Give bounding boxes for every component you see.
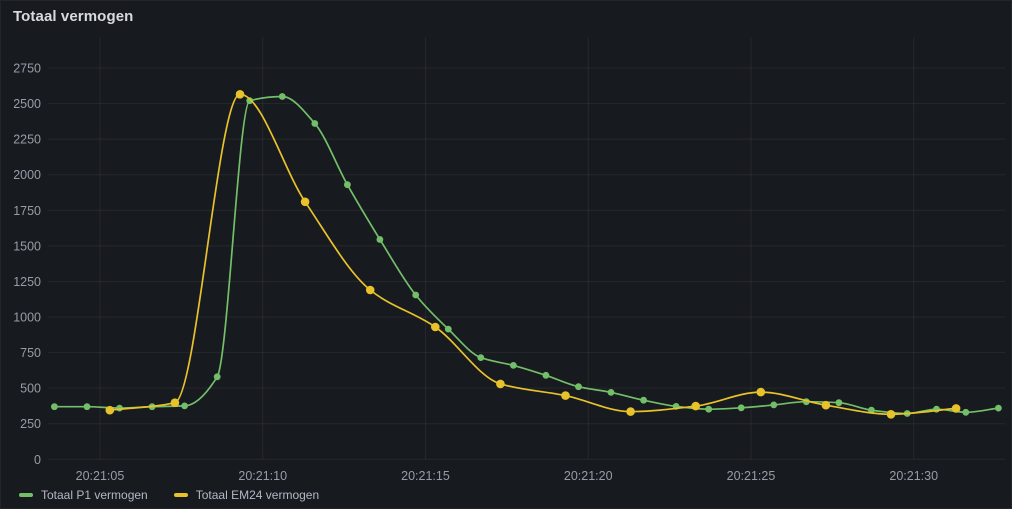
- data-point-em24[interactable]: [365, 285, 375, 295]
- data-point-em24[interactable]: [756, 387, 766, 397]
- data-point-p1[interactable]: [51, 403, 58, 411]
- y-tick-label: 750: [20, 346, 41, 360]
- x-tick-label: 20:21:15: [401, 469, 450, 483]
- data-point-p1[interactable]: [835, 399, 843, 407]
- y-tick-label: 1500: [13, 239, 41, 253]
- data-point-p1[interactable]: [705, 405, 713, 413]
- y-tick-label: 2750: [13, 62, 41, 76]
- panel-header[interactable]: Totaal vermogen: [1, 1, 1011, 31]
- data-point-em24[interactable]: [235, 90, 245, 99]
- data-point-em24[interactable]: [561, 391, 570, 400]
- y-tick-label: 0: [34, 453, 41, 467]
- data-point-em24[interactable]: [691, 401, 700, 411]
- data-point-p1[interactable]: [246, 97, 254, 105]
- x-tick-label: 20:21:25: [727, 469, 776, 483]
- data-point-p1[interactable]: [116, 404, 123, 412]
- data-point-p1[interactable]: [213, 373, 221, 381]
- y-tick-label: 1750: [13, 204, 41, 218]
- data-point-p1[interactable]: [444, 325, 452, 333]
- legend-item-p1[interactable]: Totaal P1 vermogen: [19, 488, 148, 502]
- y-tick-label: 2000: [13, 168, 41, 182]
- series-color-swatch-p1: [19, 493, 33, 497]
- data-point-p1[interactable]: [181, 402, 189, 410]
- y-tick-label: 2250: [13, 133, 41, 147]
- data-point-p1[interactable]: [510, 362, 517, 369]
- y-tick-label: 1000: [13, 311, 41, 325]
- y-tick-label: 250: [20, 417, 41, 431]
- panel-title: Totaal vermogen: [13, 7, 134, 25]
- data-point-p1[interactable]: [344, 181, 351, 189]
- data-point-em24[interactable]: [496, 379, 505, 389]
- data-point-p1[interactable]: [737, 404, 745, 412]
- data-point-p1[interactable]: [770, 401, 778, 409]
- data-point-em24[interactable]: [626, 407, 635, 416]
- y-tick-label: 500: [20, 382, 41, 396]
- x-tick-label: 20:21:20: [564, 469, 613, 483]
- x-tick-label: 20:21:10: [238, 469, 287, 483]
- y-tick-label: 1250: [13, 275, 41, 289]
- data-point-p1[interactable]: [575, 383, 582, 391]
- series-color-swatch-em24: [173, 493, 188, 497]
- series-line-p1[interactable]: [53, 95, 1000, 415]
- data-point-em24[interactable]: [431, 322, 440, 332]
- data-point-p1[interactable]: [83, 403, 91, 411]
- data-point-em24[interactable]: [886, 410, 896, 419]
- data-point-em24[interactable]: [300, 197, 310, 207]
- data-point-p1[interactable]: [542, 371, 550, 379]
- data-point-em24[interactable]: [170, 398, 180, 408]
- data-point-em24[interactable]: [105, 405, 115, 415]
- legend-label-p1[interactable]: Totaal P1 vermogen: [41, 488, 148, 502]
- data-point-p1[interactable]: [640, 396, 647, 404]
- data-point-p1[interactable]: [995, 404, 1002, 412]
- legend-label-em24[interactable]: Totaal EM24 vermogen: [195, 488, 320, 502]
- chart-legend: Totaal P1 vermogen Totaal EM24 vermogen: [19, 484, 1003, 506]
- data-point-p1[interactable]: [376, 236, 384, 243]
- series-line-em24[interactable]: [108, 93, 957, 416]
- data-point-p1[interactable]: [412, 291, 420, 299]
- legend-item-em24[interactable]: Totaal EM24 vermogen: [173, 488, 320, 502]
- data-point-p1[interactable]: [278, 93, 286, 100]
- x-tick-label: 20:21:05: [76, 469, 125, 483]
- data-point-em24[interactable]: [821, 400, 831, 410]
- data-point-em24[interactable]: [951, 404, 961, 413]
- data-point-p1[interactable]: [607, 389, 615, 396]
- data-point-p1[interactable]: [311, 120, 319, 127]
- data-point-p1[interactable]: [477, 354, 485, 361]
- x-tick-label: 20:21:30: [889, 469, 938, 483]
- data-point-p1[interactable]: [962, 408, 970, 416]
- y-tick-label: 2500: [13, 97, 41, 111]
